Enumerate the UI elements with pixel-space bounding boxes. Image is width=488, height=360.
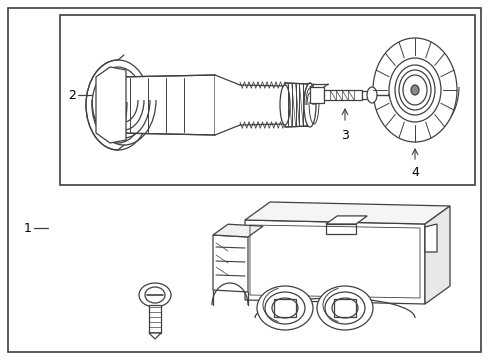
Ellipse shape xyxy=(86,60,150,150)
Bar xyxy=(309,87,324,103)
Polygon shape xyxy=(424,206,449,304)
Bar xyxy=(324,90,361,100)
Polygon shape xyxy=(149,305,161,333)
Bar xyxy=(333,299,355,317)
Ellipse shape xyxy=(402,75,426,105)
Ellipse shape xyxy=(92,67,143,143)
Ellipse shape xyxy=(280,85,289,125)
Polygon shape xyxy=(244,220,424,304)
Polygon shape xyxy=(215,75,240,135)
Ellipse shape xyxy=(410,85,418,95)
Polygon shape xyxy=(213,235,247,292)
Bar xyxy=(60,15,474,185)
Polygon shape xyxy=(96,67,126,143)
Text: 1: 1 xyxy=(24,221,32,234)
Polygon shape xyxy=(244,202,449,224)
Ellipse shape xyxy=(145,287,164,303)
Bar xyxy=(273,299,295,317)
Bar xyxy=(361,91,371,99)
Ellipse shape xyxy=(98,75,138,135)
Ellipse shape xyxy=(257,286,312,330)
Ellipse shape xyxy=(304,83,315,127)
Ellipse shape xyxy=(139,283,171,307)
Ellipse shape xyxy=(264,292,305,324)
Polygon shape xyxy=(149,333,161,339)
Polygon shape xyxy=(424,224,436,252)
Text: 4: 4 xyxy=(410,166,418,179)
Polygon shape xyxy=(325,216,366,224)
Ellipse shape xyxy=(388,91,396,99)
Polygon shape xyxy=(325,224,355,234)
Ellipse shape xyxy=(325,292,364,324)
Ellipse shape xyxy=(316,286,372,330)
Polygon shape xyxy=(213,224,263,237)
Ellipse shape xyxy=(372,38,456,142)
Text: 3: 3 xyxy=(340,129,348,141)
Polygon shape xyxy=(240,82,285,128)
Polygon shape xyxy=(118,75,215,135)
Ellipse shape xyxy=(104,83,132,127)
Ellipse shape xyxy=(388,58,440,122)
Ellipse shape xyxy=(366,87,376,103)
Polygon shape xyxy=(285,83,309,127)
Text: 2: 2 xyxy=(68,89,76,102)
